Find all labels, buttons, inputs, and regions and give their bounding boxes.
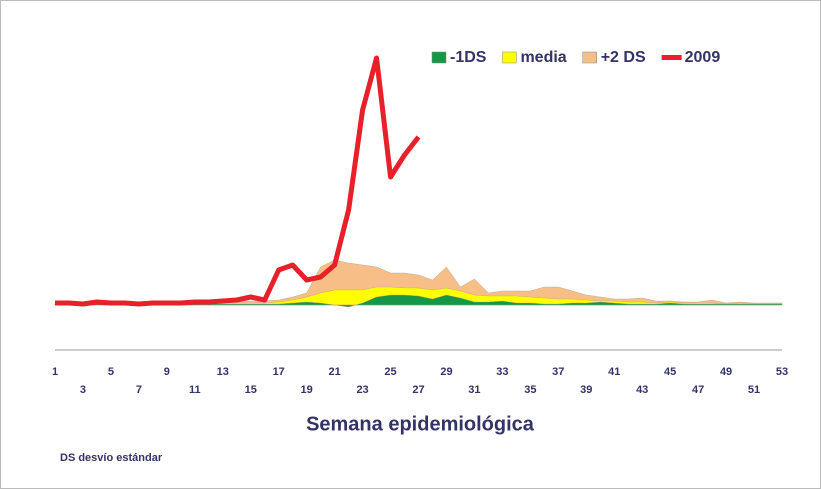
x-tick-label: 17 — [273, 366, 285, 378]
x-tick-label: 23 — [356, 384, 368, 396]
x-tick-label: 1 — [52, 366, 58, 378]
x-tick-label: 9 — [164, 366, 170, 378]
x-tick-label: 31 — [468, 384, 480, 396]
x-tick-label: 7 — [136, 384, 142, 396]
legend-swatch — [502, 51, 517, 64]
legend-swatch — [431, 51, 447, 64]
x-tick-label: 41 — [608, 366, 620, 378]
plot — [54, 55, 783, 308]
x-tick-label: 3 — [80, 384, 86, 396]
x-tick-label: 35 — [524, 384, 536, 396]
x-tick-label: 45 — [664, 366, 676, 378]
line — [55, 55, 421, 307]
legend-label: 2009 — [685, 49, 721, 66]
x-tick-label: 53 — [776, 366, 788, 378]
x-tick-label: 21 — [328, 366, 340, 378]
x-tick-label: 11 — [189, 384, 201, 396]
legend-label: -1DS — [450, 49, 487, 66]
x-axis-title: Semana epidemiológica — [306, 413, 535, 435]
x-tick-label: 43 — [636, 384, 648, 396]
x-tick-label: 33 — [496, 366, 508, 378]
x-tick-label: 39 — [580, 384, 592, 396]
legend-swatch — [661, 55, 682, 60]
legend-label: media — [520, 49, 566, 66]
x-tick-label: 19 — [301, 384, 313, 396]
x-tick-label: 13 — [217, 366, 229, 378]
note: DS desvío estándar — [60, 452, 163, 464]
x-tick-label: 47 — [692, 384, 704, 396]
legend-label: +2 DS — [601, 49, 646, 66]
x-tick-label: 51 — [748, 384, 760, 396]
x-tick-label: 37 — [552, 366, 564, 378]
x-tick-label: 49 — [720, 366, 732, 378]
x-tick-label: 15 — [245, 384, 257, 396]
x-tick-label: 27 — [412, 384, 424, 396]
x-tick-label: 29 — [440, 366, 452, 378]
legend-swatch — [582, 51, 597, 64]
legend: -1DS media +2 DS 2009 — [431, 49, 721, 66]
x-tick-label: 25 — [384, 366, 396, 378]
x-tick-label: 5 — [108, 366, 114, 378]
